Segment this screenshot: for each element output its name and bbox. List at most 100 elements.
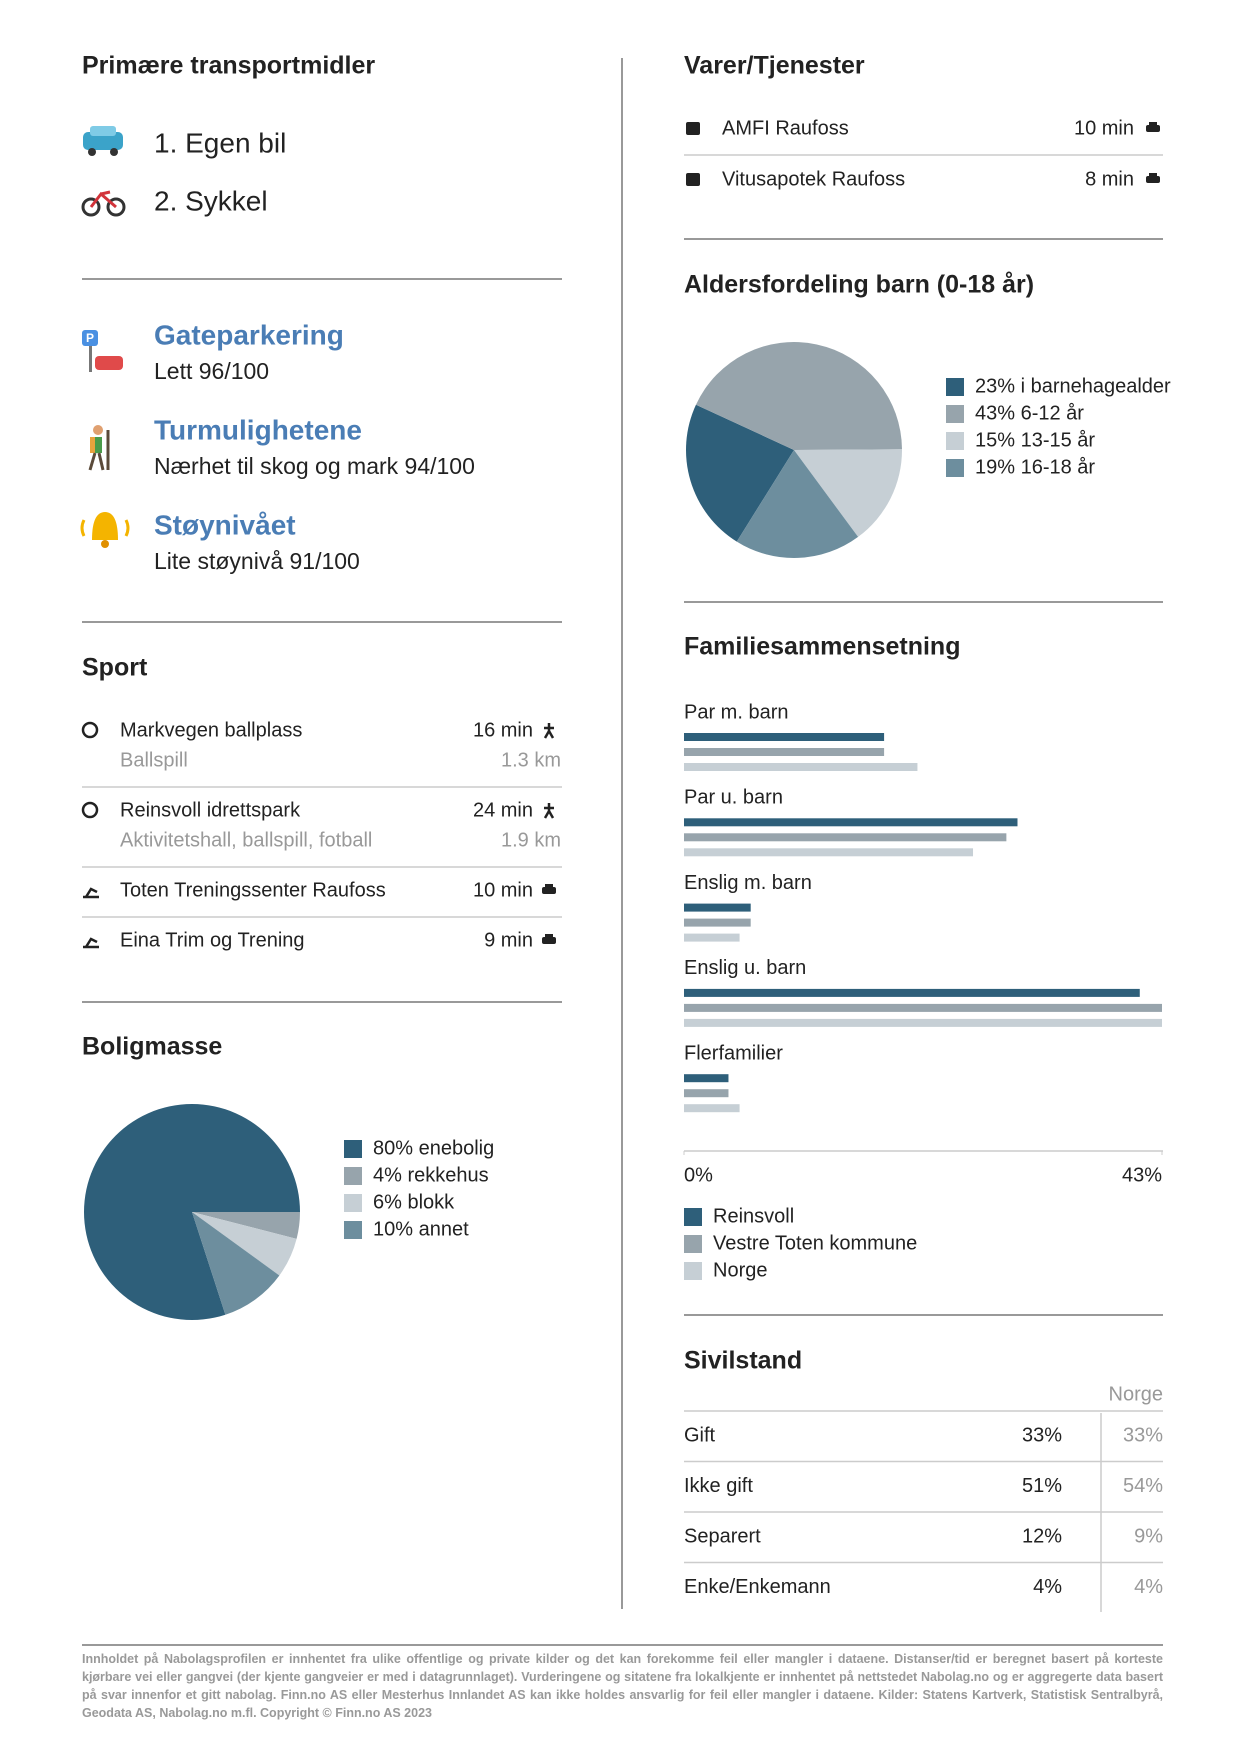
category-label: Par m. barn [684,701,788,723]
bell-icon [80,512,130,548]
bar [684,833,1007,842]
section-title: Primære transportmidler [82,52,375,80]
legend-label: 10% annet [373,1218,469,1240]
legend-swatch [344,1194,362,1212]
service-time: 8 min [1085,168,1134,190]
place-name: Markvegen ballplass [120,719,302,741]
bar [684,763,918,771]
car-icon [83,126,123,156]
legend-swatch [946,405,964,423]
legend-label: 19% 16-18 år [975,456,1095,478]
car-icon [542,887,556,894]
section-title: Sport [82,654,148,682]
bar [684,1089,729,1098]
row-value: 51% [1022,1475,1062,1497]
walk-icon [543,723,555,739]
bike-icon [81,190,126,217]
pie-slice [192,1212,300,1239]
pie-slice [192,1212,297,1276]
row-value: 12% [1022,1525,1062,1547]
legend-label: 4% rekkehus [373,1164,489,1186]
place-time: 10 min [473,879,533,901]
legend-label: Vestre Toten kommune [713,1232,917,1254]
bar [684,848,974,857]
legend-swatch [684,1262,702,1280]
place-distance: 1.3 km [501,749,561,771]
chart-title: Boligmasse [82,1033,222,1061]
footer-text: Innholdet på Nabolagsprofilen er innhent… [82,1652,1163,1720]
car-icon [1149,122,1157,126]
pie-slice [695,341,902,450]
section-title: Sivilstand [684,1347,802,1375]
car-icon [1146,125,1160,132]
row-norge: 9% [1134,1525,1163,1547]
row-norge: 54% [1123,1475,1163,1497]
car-icon [545,884,553,888]
transport-item: 1. Egen bil [154,127,286,158]
transport-item: 2. Sykkel [154,185,268,216]
column-header: Norge [1109,1383,1163,1405]
place-sub: Aktivitetshall, ballspill, fotball [120,829,372,851]
x-tick-label: 43% [1122,1164,1162,1186]
row-label: Gift [684,1424,716,1446]
legend-label: 23% i barnehagealder [975,375,1171,397]
legend-label: Norge [713,1259,767,1281]
score-title: Støynivået [154,509,296,540]
score-title: Gateparkering [154,319,344,350]
walk-icon [543,803,555,819]
legend-label: 43% 6-12 år [975,402,1084,424]
bar [684,933,740,942]
legend-swatch [946,432,964,450]
category-label: Par u. barn [684,787,783,809]
row-value: 33% [1022,1424,1062,1446]
car-icon [542,937,556,944]
bar [684,988,1140,997]
row-norge: 4% [1134,1576,1163,1598]
row-label: Ikke gift [684,1475,753,1497]
row-label: Enke/Enkemann [684,1576,831,1598]
row-value: 4% [1033,1576,1062,1598]
place-name: Reinsvoll idrettspark [120,799,301,821]
row-norge: 33% [1123,1424,1163,1446]
gym-icon [83,937,99,949]
score-text: Lett 96/100 [154,358,269,384]
parking-icon: P [82,330,123,372]
legend-swatch [684,1208,702,1226]
legend-swatch [344,1221,362,1239]
car-icon [545,934,553,938]
shop-icon [686,122,700,135]
legend-label: 6% blokk [373,1191,455,1213]
bar [684,1003,1162,1012]
section-title: Varer/Tjenester [684,52,865,80]
score-text: Lite støynivå 91/100 [154,548,360,574]
place-time: 9 min [484,929,533,951]
service-name: Vitusapotek Raufoss [722,168,905,190]
place-name: Toten Treningssenter Raufoss [120,879,386,901]
car-icon [1146,176,1160,183]
legend-swatch [946,378,964,396]
gym-icon [83,887,99,899]
svg-text:P: P [86,331,94,345]
chart-title: Familiesammensetning [684,633,960,661]
legend-label: 15% 13-15 år [975,429,1095,451]
ball-icon [81,721,99,739]
category-label: Flerfamilier [684,1042,783,1064]
service-time: 10 min [1074,117,1134,139]
score-title: Turmulighetene [154,414,362,445]
service-name: AMFI Raufoss [722,117,849,139]
bar [684,748,885,756]
legend-swatch [946,459,964,477]
legend-swatch [344,1167,362,1185]
bar [684,1074,729,1083]
bar [684,1018,1162,1027]
place-time: 24 min [473,799,533,821]
pie-slice [794,449,902,537]
legend-label: 80% enebolig [373,1137,494,1159]
legend-swatch [684,1235,702,1253]
hiker-icon [88,425,110,471]
legend-swatch [344,1140,362,1158]
place-name: Eina Trim og Trening [120,929,305,951]
place-sub: Ballspill [120,749,188,771]
